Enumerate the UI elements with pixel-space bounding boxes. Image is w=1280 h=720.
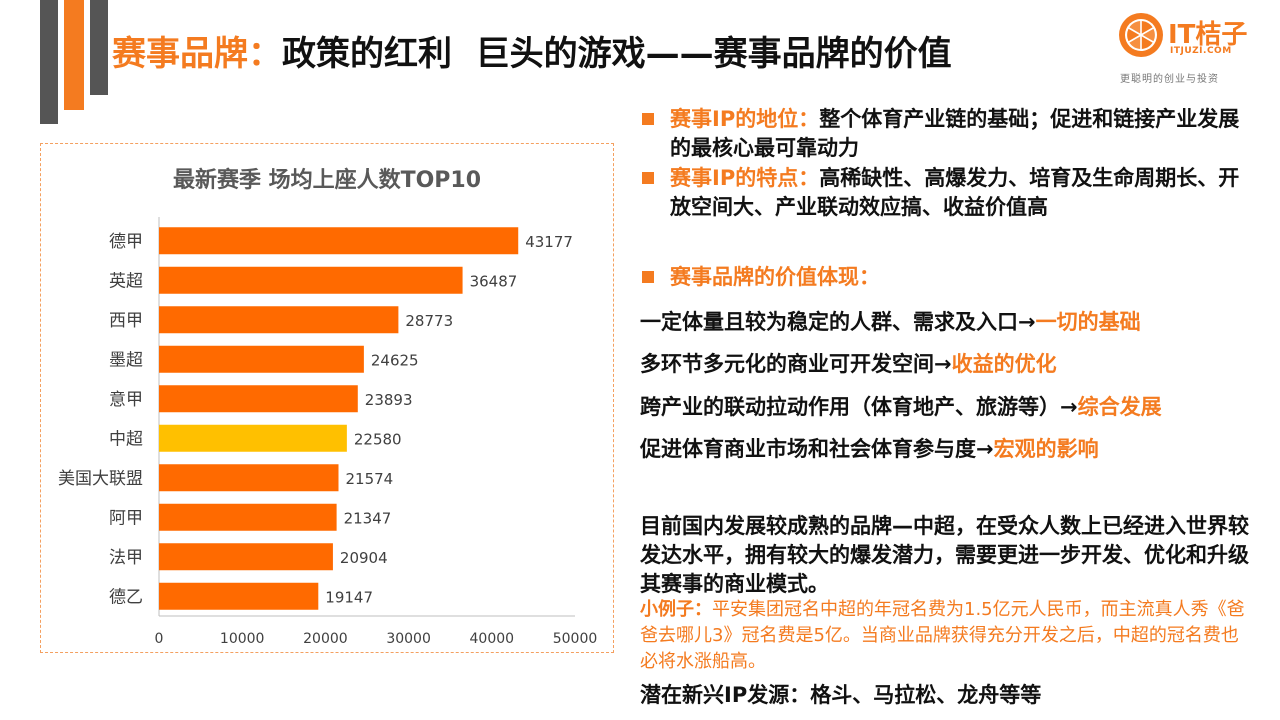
data-label: 19147: [325, 588, 373, 606]
bullet-text: 整个体育产业链的基础；促进和链接产业发展的最核心最可靠动力: [670, 107, 1240, 160]
category-label: 阿甲: [109, 508, 143, 528]
decor-bar-gray-1: [40, 0, 58, 124]
value-line: 跨产业的联动拉动作用（体育地产、旅游等）→综合发展: [640, 391, 1162, 421]
potential-ip-line: 潜在新兴IP发源：格斗、马拉松、龙舟等等: [640, 683, 1042, 707]
bar-6: [159, 464, 339, 492]
example-label: 小例子：: [640, 599, 712, 620]
title-main: 政策的红利 巨头的游戏——赛事品牌的价值: [282, 34, 952, 74]
example-paragraph: 小例子：平安集团冠名中超的年冠名费为1.5亿元人民币，而主流真人秀《爸爸去哪儿3…: [640, 597, 1250, 675]
bar-8: [159, 543, 333, 571]
x-tick-label: 30000: [386, 631, 431, 647]
category-label: 中超: [109, 429, 143, 449]
value-line-highlight: 宏观的影响: [993, 437, 1099, 461]
square-bullet-icon: [642, 113, 654, 125]
bar-4: [159, 385, 358, 413]
value-line-highlight: 一切的基础: [1035, 310, 1141, 334]
logo-text: IT桔子: [1168, 20, 1248, 50]
data-label: 36487: [470, 272, 518, 290]
chart-title: 最新赛季 场均上座人数TOP10: [173, 167, 481, 193]
category-label: 西甲: [109, 311, 143, 331]
value-line-text: 促进体育商业市场和社会体育参与度→: [640, 437, 994, 461]
data-label: 21574: [345, 470, 393, 488]
x-tick-label: 0: [155, 631, 164, 647]
bullet-label: 赛事品牌的价值体现：: [670, 265, 880, 289]
bullet-brand-value: 赛事品牌的价值体现：: [640, 263, 1260, 292]
value-line-text: 一定体量且较为稳定的人群、需求及入口→: [640, 310, 1036, 334]
bar-1: [159, 266, 463, 294]
logo: IT桔子 ITJUZI.COM 更聪明的创业与投资: [1118, 10, 1268, 86]
bar-9: [159, 582, 319, 610]
bar-7: [159, 503, 337, 531]
data-label: 23893: [365, 391, 413, 409]
bar-2: [159, 306, 399, 334]
square-bullet-icon: [642, 172, 654, 184]
bullet-text: 高稀缺性、高爆发力、培育及生命周期长、开放空间大、产业联动效应搞、收益价值高: [670, 166, 1240, 219]
data-label: 43177: [525, 233, 573, 251]
bar-3: [159, 345, 364, 373]
bar-chart: 最新赛季 场均上座人数TOP10 德甲 43177 英超 36487 西甲 28773 墨超…: [40, 143, 614, 653]
x-tick-label: 40000: [470, 631, 515, 647]
category-label: 法甲: [109, 548, 143, 568]
category-label: 英超: [109, 271, 143, 291]
x-tick-label: 50000: [553, 631, 598, 647]
value-line: 多环节多元化的商业可开发空间→收益的优化: [640, 348, 1057, 378]
data-label: 24625: [371, 351, 419, 369]
value-line-highlight: 收益的优化: [951, 352, 1057, 376]
x-tick-label: 10000: [220, 631, 265, 647]
example-text: 平安集团冠名中超的年冠名费为1.5亿元人民币，而主流真人秀《爸爸去哪儿3》冠名费…: [640, 599, 1245, 672]
category-label: 意甲: [109, 390, 143, 410]
bullet-label: 赛事IP的地位：: [670, 107, 820, 131]
logo-domain: ITJUZI.COM: [1170, 46, 1232, 56]
value-line-highlight: 综合发展: [1077, 395, 1162, 419]
bar-0: [159, 227, 519, 255]
x-tick-label: 20000: [303, 631, 348, 647]
category-label: 美国大联盟: [58, 469, 143, 489]
bullet-ip-features: 赛事IP的特点：高稀缺性、高爆发力、培育及生命周期长、开放空间大、产业联动效应搞…: [640, 164, 1260, 222]
decor-bar-orange: [64, 0, 84, 110]
value-line: 促进体育商业市场和社会体育参与度→宏观的影响: [640, 433, 1099, 463]
category-label: 德甲: [109, 232, 143, 252]
data-label: 20904: [340, 549, 388, 567]
summary-paragraph: 目前国内发展较成熟的品牌—中超，在受众人数上已经进入世界较发达水平，拥有较大的爆…: [640, 514, 1249, 596]
decor-bar-gray-2: [90, 0, 108, 95]
page-title: 赛事品牌：政策的红利 巨头的游戏——赛事品牌的价值: [112, 26, 952, 75]
logo-slogan: 更聪明的创业与投资: [1120, 74, 1219, 85]
value-line-text: 跨产业的联动拉动作用（体育地产、旅游等）→: [640, 395, 1078, 419]
bullet-ip-position: 赛事IP的地位：整个体育产业链的基础；促进和链接产业发展的最核心最可靠动力: [640, 105, 1260, 163]
chart-canvas: 最新赛季 场均上座人数TOP10 德甲 43177 英超 36487 西甲 28773 墨超…: [58, 167, 598, 647]
title-accent: 赛事品牌：: [112, 34, 282, 74]
data-label: 22580: [354, 430, 402, 448]
category-label: 墨超: [109, 350, 143, 370]
data-label: 28773: [405, 312, 453, 330]
bar-5: [159, 424, 347, 452]
category-label: 德乙: [109, 587, 143, 607]
bullet-label: 赛事IP的特点：: [670, 166, 820, 190]
square-bullet-icon: [642, 271, 654, 283]
value-line-text: 多环节多元化的商业可开发空间→: [640, 352, 952, 376]
data-label: 21347: [344, 509, 392, 527]
orange-slice-icon: [1119, 13, 1163, 57]
value-line: 一定体量且较为稳定的人群、需求及入口→一切的基础: [640, 306, 1141, 336]
